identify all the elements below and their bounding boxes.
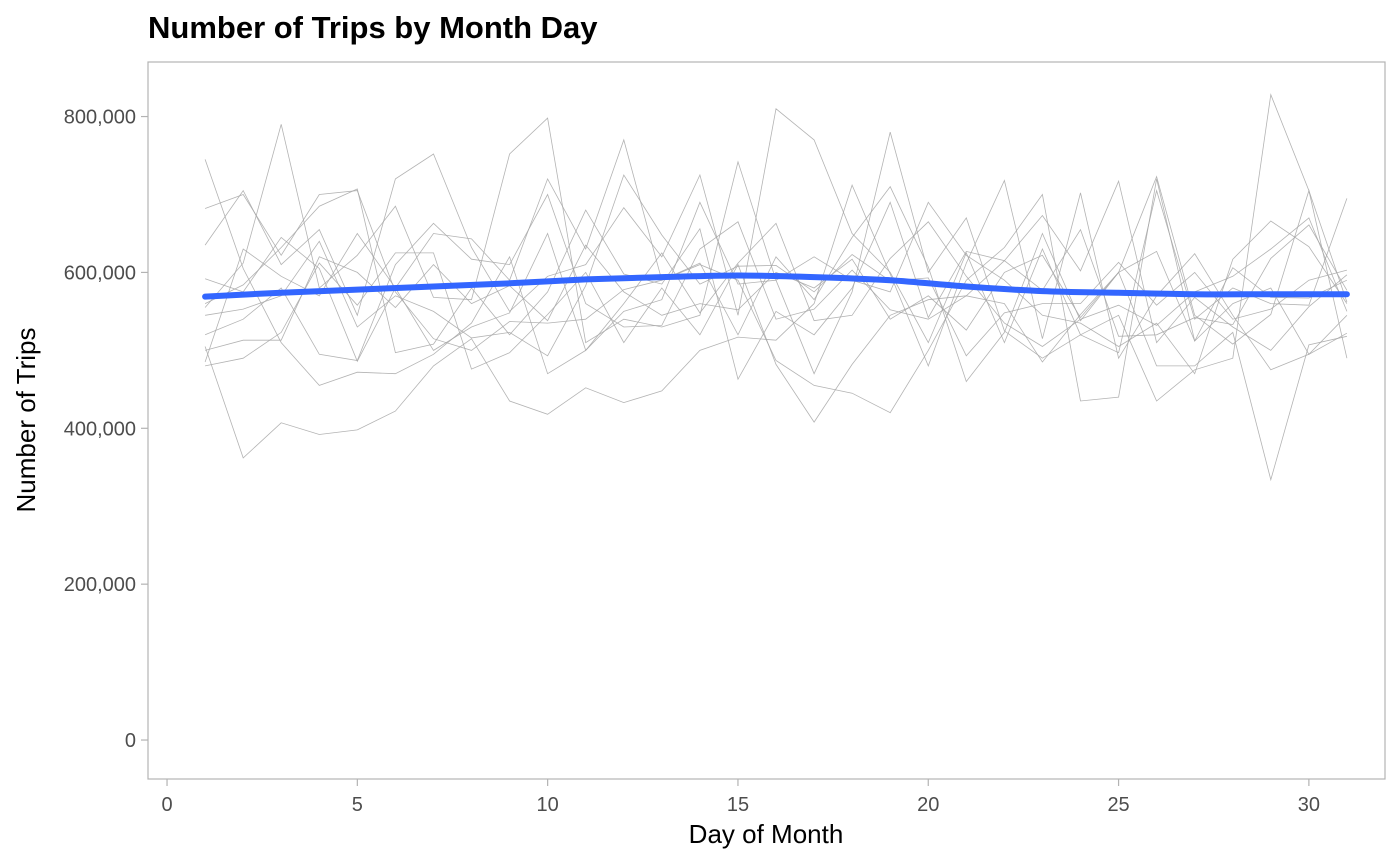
chart-title: Number of Trips by Month Day (148, 10, 598, 45)
y-tick-label: 200,000 (64, 574, 136, 596)
monthly-series-line-8 (205, 174, 1348, 357)
x-tick-label: 20 (917, 794, 939, 816)
smooth-trend-line (202, 272, 1350, 300)
monthly-series-line-3 (204, 108, 1348, 354)
x-tick-label: 5 (352, 794, 363, 816)
x-tick-label: 30 (1298, 794, 1320, 816)
y-axis: 0 200,000 400,000 600,000 800,000 (64, 107, 148, 752)
y-tick-label: 0 (125, 730, 136, 752)
x-axis-title: Day of Month (689, 819, 844, 849)
monthly-series-line-10 (204, 193, 1348, 361)
x-tick-label: 15 (727, 794, 749, 816)
x-tick-label: 25 (1107, 794, 1129, 816)
monthly-series-line-12 (204, 244, 1348, 351)
x-axis: 0 5 10 15 20 25 30 (161, 779, 1320, 816)
y-tick-label: 400,000 (64, 418, 136, 440)
monthly-series-line-6 (205, 252, 1347, 482)
y-tick-label: 800,000 (64, 107, 136, 129)
monthly-series-line-1 (204, 159, 1348, 386)
plot-panel (147, 61, 1386, 780)
x-tick-label: 10 (537, 794, 559, 816)
y-tick-label: 600,000 (64, 262, 136, 284)
smooth-trend-group (202, 272, 1350, 300)
x-tick-label: 0 (161, 794, 172, 816)
monthly-series-group (204, 93, 1348, 482)
y-axis-title: Number of Trips (11, 328, 41, 513)
monthly-series-line-9 (204, 179, 1348, 381)
monthly-series-line-2 (204, 175, 1348, 383)
